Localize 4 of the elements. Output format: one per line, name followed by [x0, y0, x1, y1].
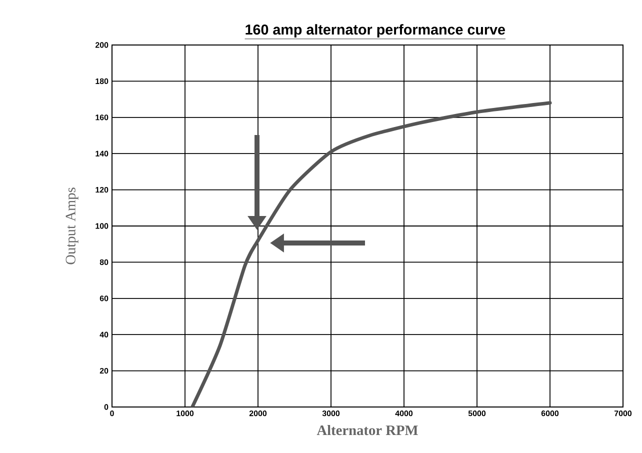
y-axis-title: Output Amps: [66, 188, 78, 264]
x-axis-title: Alternator RPM: [316, 425, 418, 436]
line-series: [190, 101, 552, 407]
chart-title: 160 amp alternator performance curve: [246, 24, 506, 38]
